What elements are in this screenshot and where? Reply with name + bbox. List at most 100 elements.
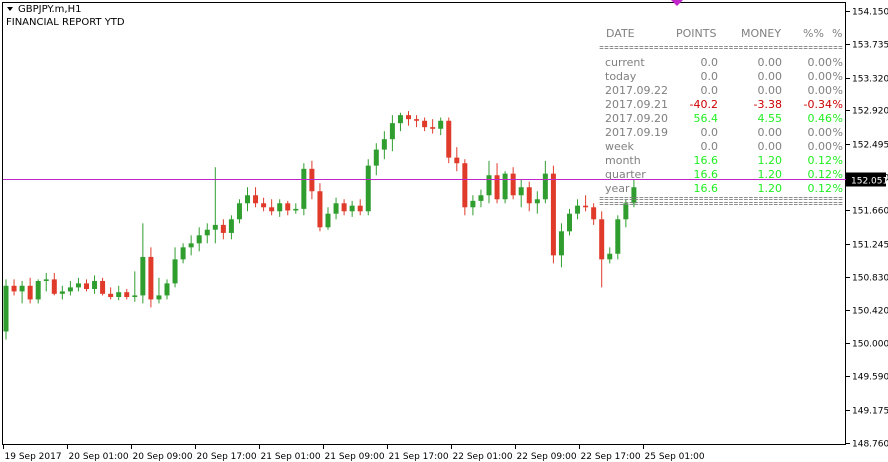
candle-body <box>19 285 25 292</box>
candle-body <box>108 293 114 297</box>
candle-body <box>591 207 597 220</box>
report-percent: -0.34 <box>804 98 832 111</box>
candle <box>172 247 178 288</box>
candle <box>253 187 259 208</box>
time-tick-label: 21 Sep 09:00 <box>325 452 385 462</box>
report-row: quarter 16.6 1.20 0.12% <box>605 168 843 181</box>
dropdown-arrow-icon[interactable] <box>7 7 13 11</box>
report-money: -3.38 <box>754 98 782 111</box>
candle-body <box>470 200 476 208</box>
candle-body <box>124 292 130 297</box>
candle <box>454 147 460 172</box>
candle-body <box>510 173 516 196</box>
candle-body <box>92 280 98 289</box>
candle <box>35 279 41 304</box>
candle-body <box>116 292 122 297</box>
candle-body <box>277 203 283 212</box>
report-points: -40.2 <box>690 98 718 111</box>
report-row-label: today <box>605 70 637 83</box>
candle-body <box>462 163 468 208</box>
candle <box>333 197 339 220</box>
candle-body <box>75 283 81 288</box>
price-tick-label: 152.495 <box>852 141 888 151</box>
candle-body <box>132 295 138 297</box>
candle <box>196 227 202 252</box>
candle-body <box>236 203 242 220</box>
candle-body <box>59 291 65 294</box>
candle <box>204 223 210 244</box>
candle-body <box>494 175 500 200</box>
candle <box>357 199 363 216</box>
candle-body <box>446 120 452 158</box>
candle <box>591 203 597 225</box>
report-money: 0.00 <box>758 140 783 153</box>
report-points: 16.6 <box>694 168 719 181</box>
report-row: 2017.09.22 0.0 0.00 0.00% <box>605 84 843 97</box>
candle <box>3 279 9 340</box>
report-percent-unit: % <box>833 154 843 167</box>
report-points: 0.0 <box>701 70 719 83</box>
price-tick-label: 150.420 <box>852 307 888 317</box>
report-percent-unit: % <box>833 112 843 125</box>
candle <box>228 215 234 240</box>
time-tick-label: 20 Sep 01:00 <box>69 452 129 462</box>
chart-shift-marker-icon[interactable] <box>671 0 683 6</box>
price-axis[interactable]: 154.150 153.735 153.320 152.920 152.495 152.0… <box>846 8 888 450</box>
candle-body <box>212 224 218 230</box>
time-tick-label: 22 Sep 01:00 <box>453 452 513 462</box>
candle <box>567 208 572 236</box>
candle-body <box>188 243 194 248</box>
candle <box>446 117 452 164</box>
candle <box>27 277 33 304</box>
candle <box>542 160 548 204</box>
report-money: 4.55 <box>758 112 783 125</box>
candle-body <box>365 165 371 212</box>
candle <box>51 272 57 296</box>
report-row-label: week <box>605 140 635 153</box>
candle-body <box>180 247 186 260</box>
candle-body <box>478 195 484 201</box>
candle <box>59 285 65 300</box>
candle-body <box>599 219 605 260</box>
candle-body <box>430 127 436 129</box>
time-axis[interactable]: 19 Sep 2017 20 Sep 01:00 20 Sep 09:00 20 Se… <box>3 444 705 462</box>
time-tick-label: 22 Sep 09:00 <box>517 452 577 462</box>
time-tick-label: 20 Sep 09:00 <box>133 452 193 462</box>
candle-body <box>148 256 154 300</box>
financial-report-table: DATE POINTS MONEY%% %======================… <box>599 27 843 210</box>
price-tick-label: 148.760 <box>852 440 888 450</box>
candle <box>132 271 138 302</box>
candle <box>583 195 589 212</box>
indicator-label: FINANCIAL REPORT YTD <box>6 17 125 28</box>
report-footer-separator: ========================================… <box>599 192 843 205</box>
candle <box>349 200 355 217</box>
time-tick-label: 19 Sep 2017 <box>5 452 62 462</box>
report-header-cell: POINTS <box>676 27 716 40</box>
candle <box>164 279 170 300</box>
price-tick-label: 152.920 <box>852 107 888 117</box>
report-percent: 0.00 <box>808 70 833 83</box>
report-percent: 0.00 <box>808 126 833 139</box>
candle-body <box>317 191 323 228</box>
candle <box>325 207 331 230</box>
candle-body <box>301 168 307 209</box>
report-money: 0.00 <box>758 84 783 97</box>
candle-body <box>526 187 532 204</box>
report-row-label: month <box>605 154 641 167</box>
time-tick-label: 22 Sep 17:00 <box>581 452 641 462</box>
report-money: 1.20 <box>758 154 783 167</box>
candle <box>518 179 524 208</box>
candle <box>309 160 315 200</box>
candles-group <box>3 111 637 340</box>
report-percent-unit: % <box>833 126 843 139</box>
report-header-cell: % <box>832 27 842 40</box>
candle <box>317 183 323 232</box>
report-points: 0.0 <box>701 126 719 139</box>
candle-body <box>438 120 444 129</box>
candle-body <box>204 229 210 236</box>
report-row-label: 2017.09.20 <box>605 112 668 125</box>
candle <box>550 165 556 264</box>
candle-body <box>349 205 355 212</box>
candle <box>84 279 89 292</box>
